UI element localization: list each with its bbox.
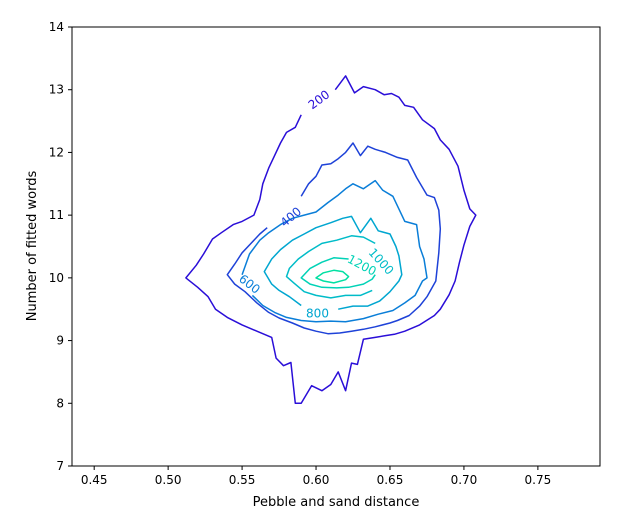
x-tick-label: 0.70 xyxy=(451,473,478,487)
plot-background xyxy=(72,27,600,466)
contour-label-800: 800 xyxy=(306,307,329,321)
x-tick-label: 0.75 xyxy=(525,473,552,487)
y-tick-label: 14 xyxy=(49,20,64,34)
y-tick-label: 8 xyxy=(56,396,64,410)
x-axis-ticks: 0.45 0.50 0.55 0.60 0.65 0.70 0.75 xyxy=(81,466,551,487)
contour-level-200 xyxy=(185,75,477,405)
y-tick-label: 7 xyxy=(56,459,64,473)
y-tick-label: 11 xyxy=(49,208,64,222)
plot-frame xyxy=(71,26,601,467)
y-axis-title: Number of fitted words xyxy=(25,171,40,322)
contour-lines xyxy=(185,75,477,405)
contour-level-1200 xyxy=(300,257,376,289)
contour-level-400 xyxy=(226,142,442,335)
x-tick-label: 0.65 xyxy=(377,473,404,487)
x-tick-label: 0.45 xyxy=(81,473,108,487)
contour-level-1400 xyxy=(315,269,350,284)
y-tick-label: 10 xyxy=(49,271,64,285)
x-axis-title: Pebble and sand distance xyxy=(253,495,420,510)
x-tick-label: 0.60 xyxy=(303,473,330,487)
y-tick-label: 13 xyxy=(49,83,64,97)
contour-level-600 xyxy=(241,179,428,323)
contour-level-1000 xyxy=(285,235,376,299)
x-tick-label: 0.50 xyxy=(155,473,182,487)
y-axis-ticks: 7 8 9 10 11 12 13 14 xyxy=(49,20,72,473)
y-tick-label: 9 xyxy=(56,334,64,348)
x-tick-label: 0.55 xyxy=(229,473,256,487)
y-tick-label: 12 xyxy=(49,145,64,159)
contour-level-800 xyxy=(263,215,403,310)
